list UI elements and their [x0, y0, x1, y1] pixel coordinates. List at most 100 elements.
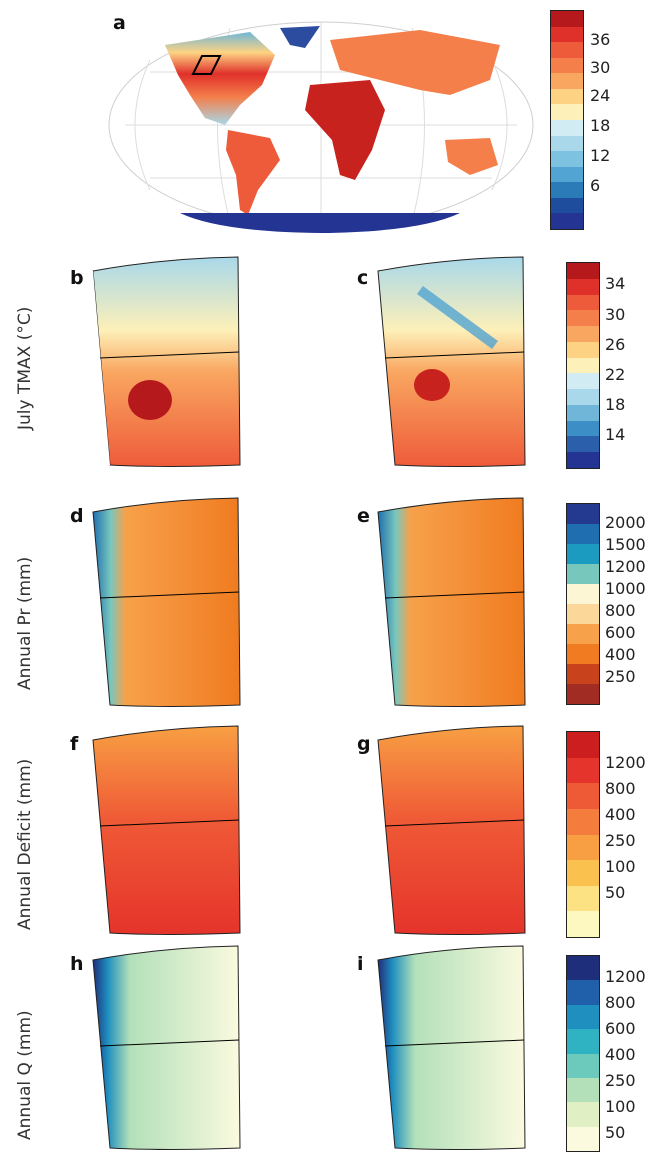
panel-label-i: i	[357, 953, 364, 975]
colorbar-tmax	[566, 262, 600, 469]
colorbar-q-tick: 50	[605, 1123, 626, 1142]
colorbar-global-tick: 18	[590, 116, 611, 135]
colorbar-q-segment	[567, 956, 599, 981]
colorbar-tmax-segment	[567, 452, 599, 468]
colorbar-deficit-segment	[567, 911, 599, 937]
map-d	[92, 497, 241, 707]
colorbar-global-segment	[551, 213, 583, 229]
colorbar-tmax-segment	[567, 341, 599, 358]
map-f	[92, 725, 241, 935]
colorbar-deficit-segment	[567, 783, 599, 809]
colorbar-q-segment	[567, 1029, 599, 1054]
colorbar-q-tick: 100	[605, 1097, 636, 1116]
row-label-deficit: Annual Deficit (mm)	[15, 758, 35, 930]
colorbar-global-segment	[551, 182, 583, 198]
colorbar-deficit-segment	[567, 834, 599, 861]
panel-label-d: d	[70, 505, 84, 527]
colorbar-global-tick: 12	[590, 146, 611, 165]
colorbar-global-segment	[551, 73, 583, 89]
colorbar-deficit-segment	[567, 732, 599, 758]
colorbar-global-segment	[551, 104, 583, 120]
colorbar-pr-tick: 800	[605, 601, 636, 620]
colorbar-q-tick: 800	[605, 993, 636, 1012]
colorbar-global-segment	[551, 119, 583, 136]
colorbar-global-segment	[551, 88, 583, 105]
world-map	[108, 21, 534, 233]
map-c	[377, 256, 526, 467]
colorbar-tmax-segment	[567, 436, 599, 453]
colorbar-q-segment	[567, 1126, 599, 1151]
colorbar-tmax-segment	[567, 357, 599, 374]
colorbar-deficit-tick: 800	[605, 779, 636, 798]
colorbar-pr-tick: 2000	[605, 513, 646, 532]
colorbar-global	[550, 10, 584, 230]
colorbar-pr	[566, 503, 600, 705]
panel-label-a: a	[113, 12, 126, 34]
colorbar-pr-segment	[567, 544, 599, 564]
panel-label-e: e	[357, 505, 370, 527]
colorbar-deficit-tick: 400	[605, 805, 636, 824]
row-label-q: Annual Q (mm)	[15, 1010, 35, 1140]
map-i	[377, 945, 526, 1150]
colorbar-pr-tick: 1500	[605, 535, 646, 554]
colorbar-tmax-segment	[567, 326, 599, 342]
colorbar-pr-segment	[567, 504, 599, 524]
colorbar-q	[566, 955, 600, 1152]
colorbar-pr-segment	[567, 584, 599, 604]
row-label-tmax: July TMAX (°C)	[15, 306, 35, 430]
colorbar-tmax-segment	[567, 404, 599, 421]
colorbar-global-tick: 36	[590, 30, 611, 49]
colorbar-deficit-segment	[567, 808, 599, 835]
colorbar-q-segment	[567, 980, 599, 1005]
colorbar-deficit-tick: 50	[605, 883, 626, 902]
colorbar-global-tick: 30	[590, 58, 611, 77]
colorbar-global-segment	[551, 11, 583, 27]
map-g	[377, 725, 526, 935]
colorbar-q-tick: 250	[605, 1071, 636, 1090]
panel-label-f: f	[70, 733, 79, 755]
colorbar-deficit-segment	[567, 860, 599, 886]
colorbar-tmax-tick: 34	[605, 274, 626, 293]
colorbar-global-tick: 6	[590, 176, 601, 195]
colorbar-tmax-segment	[567, 420, 599, 437]
colorbar-pr-segment	[567, 524, 599, 544]
colorbar-pr-tick: 1200	[605, 557, 646, 576]
colorbar-deficit-tick: 100	[605, 857, 636, 876]
colorbar-tmax-segment	[567, 373, 599, 390]
panel-label-h: h	[70, 953, 84, 975]
colorbar-tmax-segment	[567, 263, 599, 279]
colorbar-pr-tick: 250	[605, 667, 636, 686]
panel-label-b: b	[70, 267, 84, 289]
colorbar-global-segment	[551, 197, 583, 214]
colorbar-tmax-segment	[567, 310, 599, 327]
map-b	[83, 256, 241, 467]
colorbar-tmax-tick: 30	[605, 305, 626, 324]
colorbar-pr-segment	[567, 624, 599, 644]
colorbar-tmax-tick: 26	[605, 335, 626, 354]
panel-label-c: c	[357, 267, 369, 289]
colorbar-global-segment	[551, 135, 583, 152]
colorbar-q-tick: 1200	[605, 967, 646, 986]
colorbar-tmax-tick: 22	[605, 365, 626, 384]
colorbar-tmax-segment	[567, 278, 599, 295]
colorbar-deficit-segment	[567, 885, 599, 912]
colorbar-global-tick: 24	[590, 86, 611, 105]
colorbar-pr-segment	[567, 604, 599, 624]
colorbar-global-segment	[551, 26, 583, 43]
colorbar-tmax-segment	[567, 389, 599, 405]
map-e	[377, 497, 526, 707]
colorbar-deficit-segment	[567, 757, 599, 784]
colorbar-tmax-segment	[567, 294, 599, 311]
colorbar-pr-segment	[567, 564, 599, 584]
row-label-pr: Annual Pr (mm)	[15, 556, 35, 690]
colorbar-deficit-tick: 250	[605, 831, 636, 850]
panel-label-g: g	[357, 733, 371, 755]
map-h	[92, 945, 241, 1150]
colorbar-global-segment	[551, 166, 583, 183]
colorbar-deficit-tick: 1200	[605, 753, 646, 772]
colorbar-pr-tick: 600	[605, 623, 636, 642]
colorbar-deficit	[566, 731, 600, 938]
colorbar-pr-tick: 1000	[605, 579, 646, 598]
colorbar-q-tick: 400	[605, 1045, 636, 1064]
colorbar-tmax-tick: 18	[605, 395, 626, 414]
